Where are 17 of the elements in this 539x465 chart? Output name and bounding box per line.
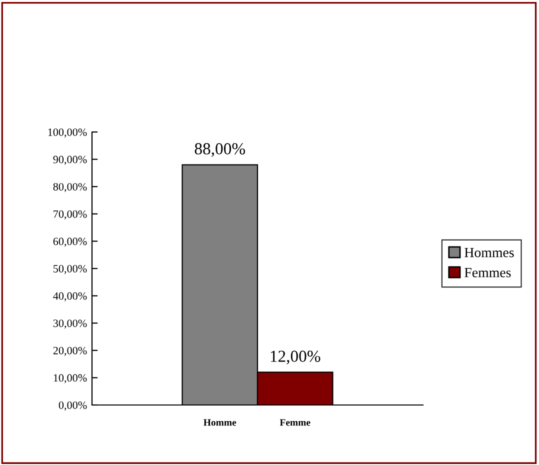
x-tick-label: Homme <box>204 419 236 426</box>
y-tick-label: 20,00% <box>53 346 87 356</box>
y-tick-label: 80,00% <box>53 183 87 192</box>
y-tick-label: 40,00% <box>53 292 87 302</box>
data-label: 88,00% <box>194 143 246 157</box>
x-tick-label: Femme <box>280 419 310 426</box>
y-tick-label: 0,00% <box>58 401 87 411</box>
y-tick-label: 50,00% <box>54 264 87 274</box>
y-tick-label: 90,00% <box>53 156 87 165</box>
y-tick-label: 100,00% <box>48 128 87 138</box>
y-tick-label: 60,00% <box>53 238 87 247</box>
y-tick-label: 30,00% <box>53 320 87 329</box>
data-label: 12,00% <box>270 350 320 364</box>
legend-label: Hommes <box>464 248 514 258</box>
legend-label: Femmes <box>464 268 511 278</box>
y-tick-label: 10,00% <box>54 374 87 384</box>
y-tick-label: 70,00% <box>54 210 87 220</box>
